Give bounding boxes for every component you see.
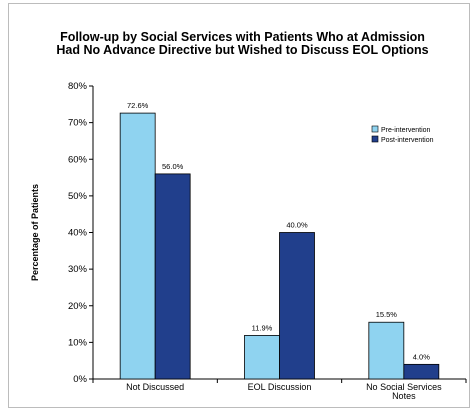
chart-title: Follow-up by Social Services with Patien… <box>20 31 465 57</box>
bar-pre-intervention <box>368 321 405 380</box>
bar-post-intervention <box>154 173 191 380</box>
data-label: 11.9% <box>252 323 273 332</box>
x-tick-label: Notes <box>392 391 416 401</box>
data-label: 72.6% <box>127 101 149 110</box>
legend-swatch-post-intervention <box>371 135 379 143</box>
y-tick-label: 30% <box>68 264 88 275</box>
data-label: 40.0% <box>286 221 308 230</box>
y-tick-label: 50% <box>68 191 88 202</box>
y-tick-label: 20% <box>68 301 88 312</box>
y-tick-label: 80% <box>68 81 88 92</box>
bar-pre-intervention <box>119 112 156 380</box>
chart-title-line-2: Had No Advance Directive but Wished to D… <box>56 43 429 57</box>
y-tick-label: 40% <box>68 228 88 239</box>
y-tick-label: 10% <box>68 337 88 348</box>
y-tick-label: 60% <box>68 154 88 165</box>
legend-swatch-pre-intervention <box>371 125 379 133</box>
bar-pre-intervention <box>244 335 280 380</box>
data-label: 4.0% <box>413 352 430 361</box>
legend-label-pre-intervention: Pre-intervention <box>381 127 431 134</box>
chart-title-line-1: Follow-up by Social Services with Patien… <box>60 30 425 44</box>
x-tick-label: EOL Discussion <box>248 382 312 392</box>
y-tick-label: 0% <box>73 374 87 385</box>
bar-post-intervention <box>279 232 315 380</box>
data-label: 56.0% <box>162 162 184 171</box>
legend-label-post-intervention: Post-intervention <box>381 137 434 144</box>
y-tick-label: 70% <box>68 118 88 129</box>
x-tick-label: No Social Services <box>366 382 442 392</box>
bar-post-intervention <box>403 363 440 380</box>
x-tick-label: Not Discussed <box>126 382 184 392</box>
data-label: 15.5% <box>376 310 398 319</box>
